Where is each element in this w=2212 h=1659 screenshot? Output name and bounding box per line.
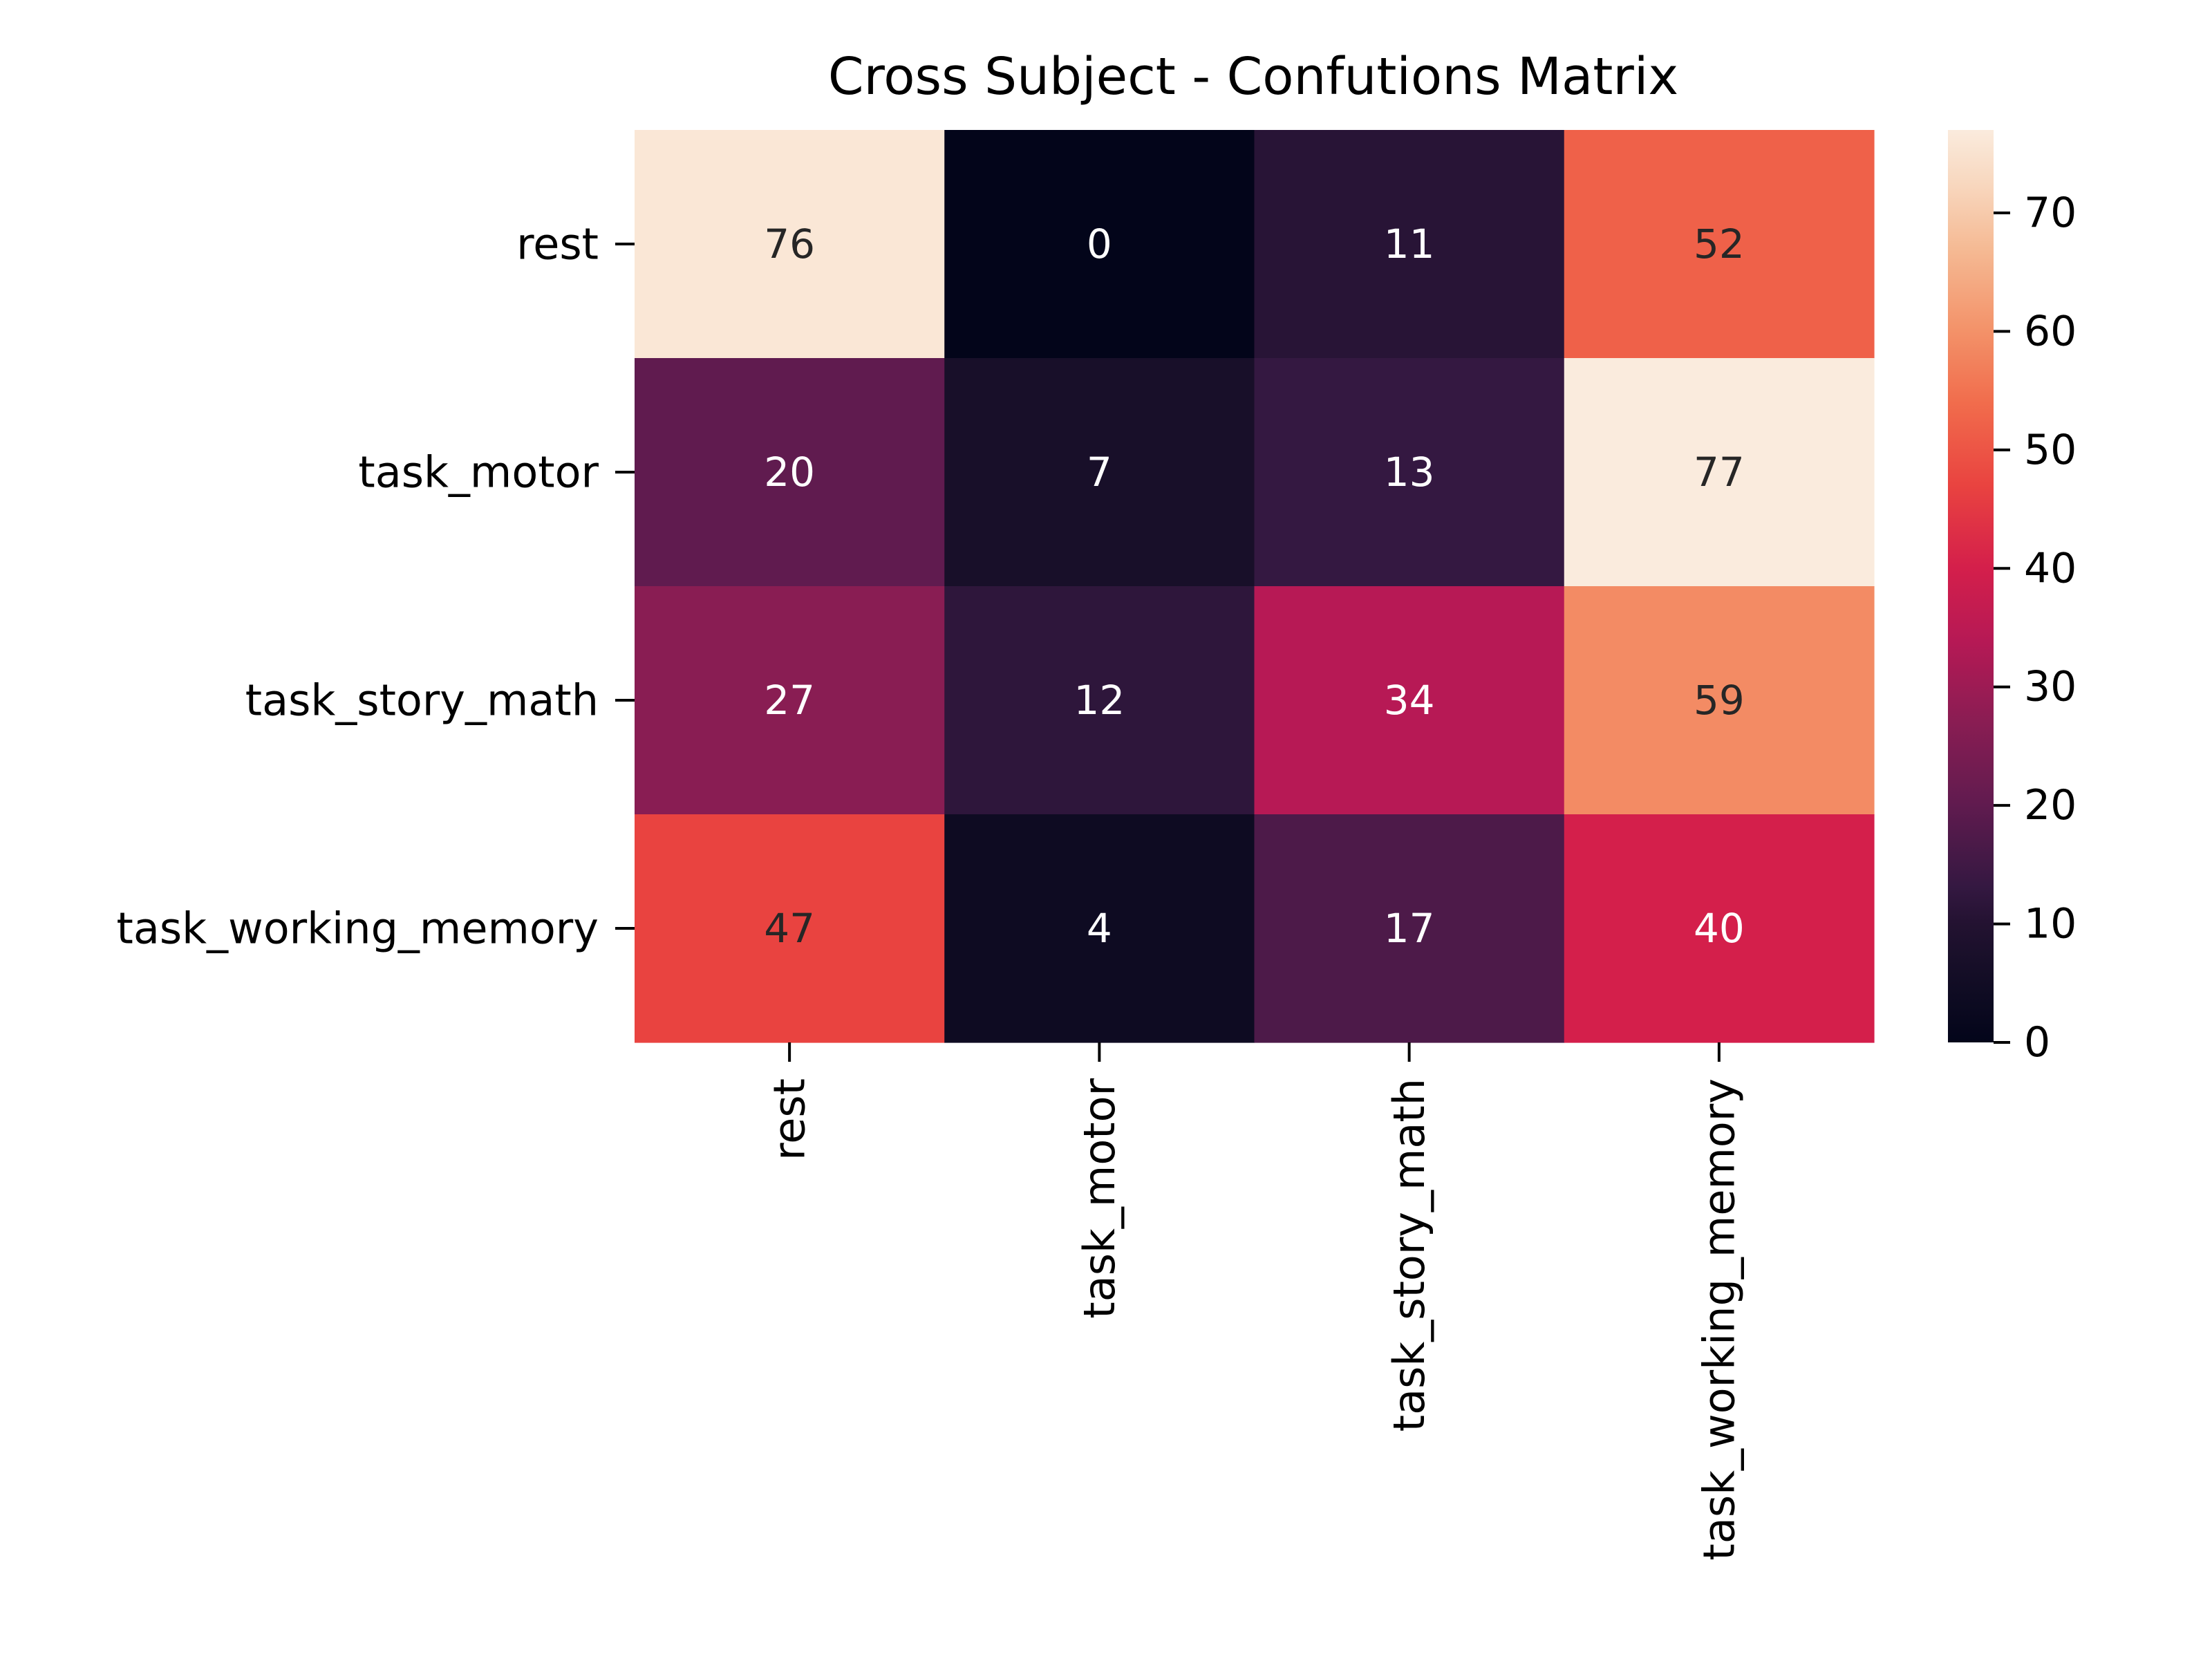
- y-tick-label: task_story_math: [245, 675, 599, 726]
- cell-value-label: 11: [1384, 221, 1435, 268]
- colorbar-tick-label: 10: [2024, 900, 2077, 948]
- colorbar-tick-label: 70: [2024, 189, 2077, 237]
- x-axis: rest task_motor task_story_math task_workin…: [765, 1042, 1744, 1560]
- cell-value-label: 77: [1694, 449, 1745, 496]
- cell-value-label: 34: [1384, 677, 1435, 724]
- x-tick-label: task_story_math: [1384, 1078, 1434, 1432]
- y-tick-label: rest: [516, 219, 599, 270]
- heatmap-cell: [944, 586, 1255, 815]
- cell-value-label: 0: [1087, 221, 1112, 268]
- cell-value-label: 47: [764, 905, 815, 952]
- colorbar-tick-label: 0: [2024, 1018, 2050, 1067]
- chart-title: Cross Subject - Confutions Matrix: [828, 47, 1678, 106]
- cell-annotations: 76 0 11 52 20 7 13 77 27 12 34 59 47 4 17 40: [764, 221, 1745, 952]
- colorbar-ticks: 0 10 20 30 40 50 60 70: [1994, 189, 2077, 1067]
- cell-value-label: 20: [764, 449, 815, 496]
- heatmap-cells: [635, 130, 1875, 1043]
- heatmap-cell: [1564, 358, 1875, 587]
- x-tick-label: rest: [765, 1078, 815, 1161]
- cell-value-label: 13: [1384, 449, 1435, 496]
- heatmap-cell: [1564, 130, 1875, 359]
- cell-value-label: 17: [1384, 905, 1435, 952]
- y-axis: rest task_motor task_story_math task_workin…: [117, 219, 635, 954]
- heatmap-cell: [944, 814, 1255, 1043]
- cell-value-label: 12: [1074, 677, 1125, 724]
- y-tick-label: task_motor: [358, 447, 599, 498]
- colorbar: 0 10 20 30 40 50 60 70: [1948, 130, 2077, 1067]
- y-tick-label: task_working_memory: [117, 903, 599, 954]
- x-tick-label: task_working_memory: [1694, 1078, 1744, 1560]
- heatmap-cell: [1254, 358, 1565, 587]
- heatmap-cell: [944, 130, 1255, 359]
- heatmap-cell: [1564, 814, 1875, 1043]
- heatmap-cell: [635, 130, 945, 359]
- colorbar-tick-label: 50: [2024, 426, 2077, 474]
- cell-value-label: 7: [1087, 449, 1112, 496]
- heatmap-cell: [635, 814, 945, 1043]
- cell-value-label: 59: [1694, 677, 1745, 724]
- heatmap-cell: [944, 358, 1255, 587]
- cell-value-label: 76: [764, 221, 815, 268]
- colorbar-tick-label: 20: [2024, 781, 2077, 830]
- cell-value-label: 27: [764, 677, 815, 724]
- heatmap-cell: [1254, 586, 1565, 815]
- cell-value-label: 4: [1087, 905, 1112, 952]
- cell-value-label: 40: [1694, 905, 1745, 952]
- heatmap-cell: [1564, 586, 1875, 815]
- colorbar-tick-label: 40: [2024, 544, 2077, 592]
- heatmap-cell: [1254, 130, 1565, 359]
- cell-value-label: 52: [1694, 221, 1745, 268]
- x-tick-label: task_motor: [1074, 1078, 1125, 1318]
- colorbar-tick-label: 30: [2024, 663, 2077, 711]
- heatmap-cell: [635, 358, 945, 587]
- colorbar-gradient: [1948, 130, 1994, 1042]
- colorbar-tick-label: 60: [2024, 307, 2077, 355]
- heatmap-cell: [1254, 814, 1565, 1043]
- heatmap-cell: [635, 586, 945, 815]
